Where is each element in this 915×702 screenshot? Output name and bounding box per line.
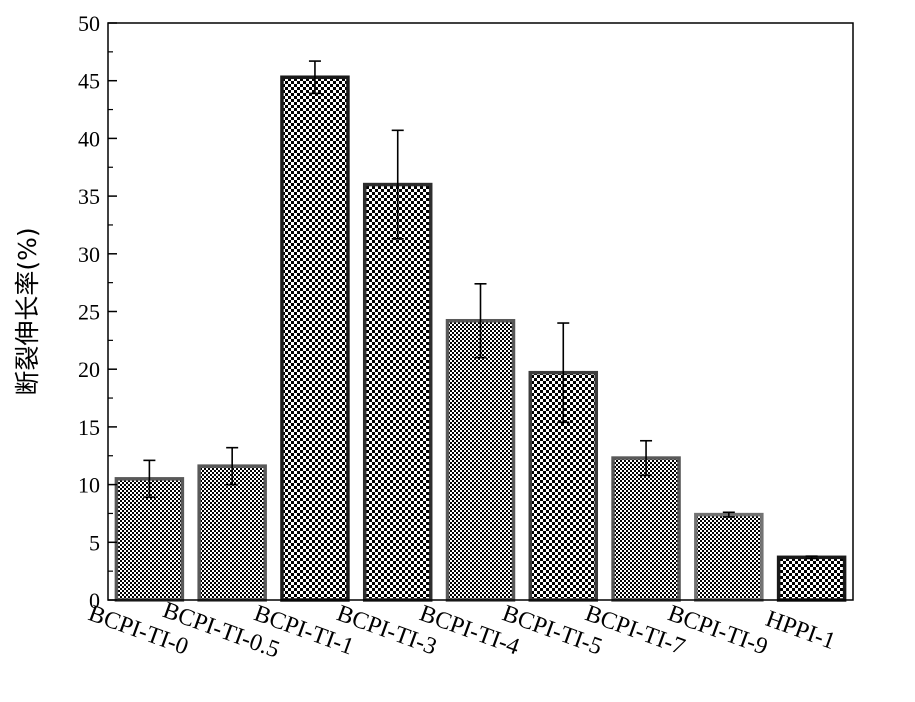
y-tick-label: 30 xyxy=(78,242,100,267)
y-tick-label: 10 xyxy=(78,473,100,498)
error-bar xyxy=(143,459,156,499)
error-bar xyxy=(308,60,321,95)
y-tick-label: 40 xyxy=(78,126,100,151)
error-bar xyxy=(391,129,404,240)
bar xyxy=(280,75,350,602)
bar xyxy=(197,464,267,602)
error-bar xyxy=(557,322,570,424)
x-tick-label: HPPI-1 xyxy=(762,606,839,655)
error-bar xyxy=(805,555,818,560)
error-bars-layer xyxy=(143,60,818,560)
y-tick-label: 50 xyxy=(78,11,100,36)
x-axis-labels: BCPI-TI-0BCPI-TI-0.5BCPI-TI-1BCPI-TI-3BC… xyxy=(85,597,839,663)
y-tick-label: 20 xyxy=(78,357,100,382)
bar xyxy=(776,555,847,602)
bar xyxy=(611,456,681,602)
y-tick-label: 0 xyxy=(89,588,100,613)
bar xyxy=(445,318,516,602)
error-bar xyxy=(226,446,239,486)
y-tick-label: 45 xyxy=(78,69,100,94)
y-tick-label: 15 xyxy=(78,415,100,440)
error-bar xyxy=(722,511,735,518)
y-tick-label: 25 xyxy=(78,300,100,325)
bar xyxy=(694,512,764,602)
y-tick-label: 5 xyxy=(89,530,100,555)
error-bar xyxy=(640,439,653,477)
y-tick-label: 35 xyxy=(78,184,100,209)
error-bar xyxy=(474,283,487,359)
y-axis-title: 断裂伸长率(%) xyxy=(13,227,42,395)
bar xyxy=(362,182,433,602)
y-axis-ticks: 0 5 10 15 20 25 30 35 40 45 50 xyxy=(78,11,117,613)
